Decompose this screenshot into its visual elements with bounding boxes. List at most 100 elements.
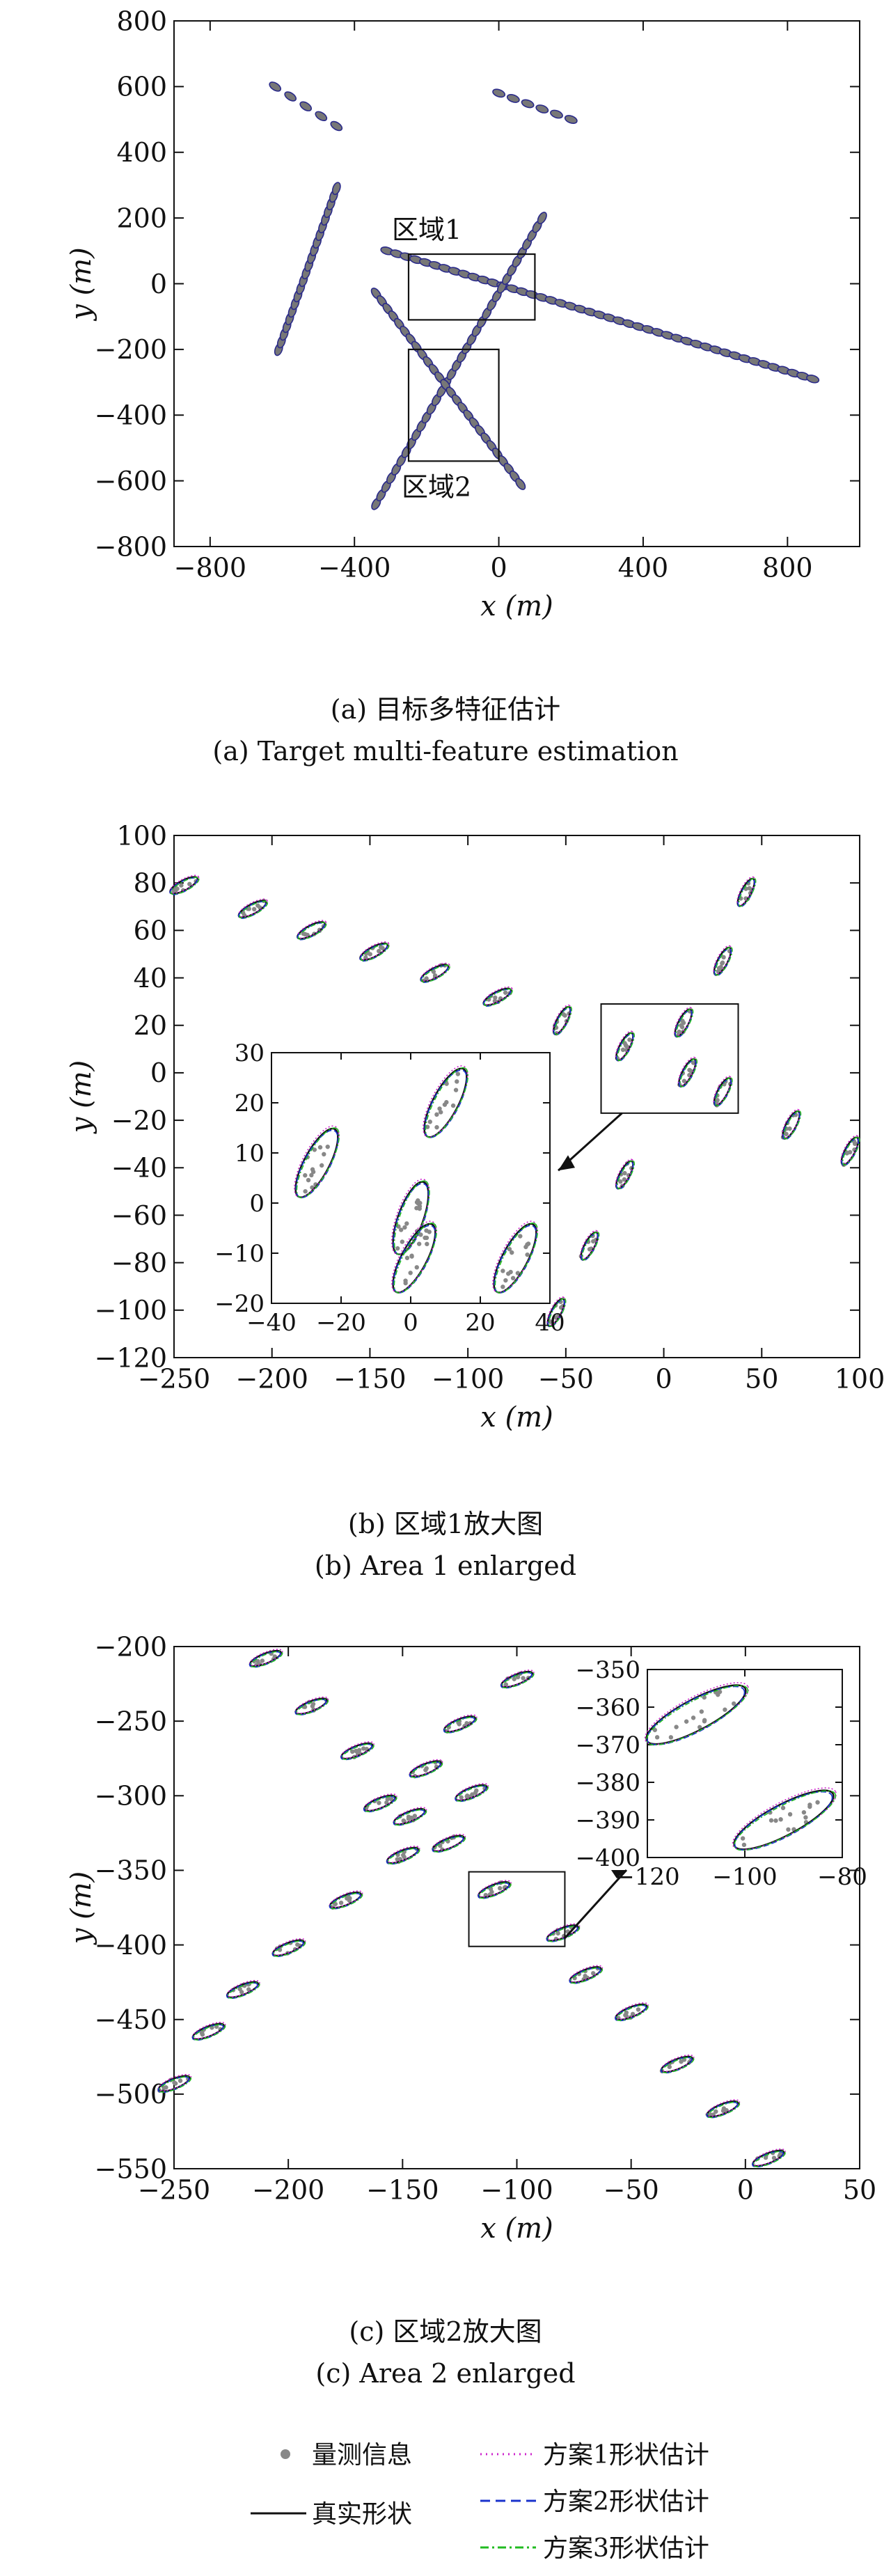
panel-c-inset-measurement-point — [654, 1735, 660, 1740]
panel-b-inset-measurement-point — [510, 1275, 516, 1281]
panel-b-target — [615, 1030, 635, 1062]
panel-c-scheme2-ellipse — [752, 2151, 784, 2168]
panel-b-inset-measurement-point — [402, 1225, 407, 1230]
panel-c-inset-measurement-point — [697, 1725, 702, 1730]
panel-b-measurement-point — [620, 1047, 626, 1053]
panel-b-scheme3-ellipse — [170, 877, 200, 895]
panel-c-scheme2-ellipse — [294, 1699, 327, 1715]
panel-c-measurement-point — [459, 1795, 464, 1800]
panel-c-inset-measurement-point — [807, 1803, 812, 1807]
panel-c-measurement-point — [636, 2007, 641, 2012]
panel-c-x-tick-label: −150 — [366, 2175, 439, 2206]
panel-b-scheme3-ellipse — [679, 1058, 698, 1087]
panel-b-x-tick-label: 50 — [745, 1364, 778, 1395]
panel-c-inset-measurement-point — [731, 1701, 736, 1706]
panel-b-y-tick-label: 60 — [134, 916, 167, 946]
panel-b-inset-measurement-point — [453, 1087, 459, 1092]
panel-b-scheme3-ellipse — [617, 1032, 635, 1062]
panel-c-inset-y-tick-label: −390 — [576, 1807, 640, 1835]
panel-b-target — [615, 1159, 635, 1191]
panel-c-measurement-point — [172, 2080, 177, 2085]
legend-label-scheme1: 方案1形状估计 — [543, 2441, 709, 2469]
panel-c-measurement-point — [713, 2109, 718, 2114]
panel-b-measurement-point — [255, 903, 260, 908]
panel-c-target — [659, 2055, 695, 2074]
panel-a-y-tick-label: 400 — [116, 137, 167, 168]
panel-c-scheme3-ellipse — [444, 1716, 478, 1734]
panel-b-inset-measurement-point — [417, 1206, 423, 1211]
panel-b-inset-measurement-point — [325, 1144, 330, 1149]
panel-b-scheme3-ellipse — [738, 877, 757, 907]
panel-c-inset-measurement-point — [674, 1725, 679, 1729]
panel-c-scheme3-ellipse — [295, 1698, 329, 1715]
panel-c-y-tick-label: −200 — [95, 1631, 167, 1662]
panel-c-inset-measurement-point — [803, 1815, 808, 1820]
panel-b-target — [297, 920, 327, 941]
panel-b-measurement-point — [251, 906, 257, 912]
panel-c-scheme2-ellipse — [363, 1796, 395, 1813]
panel-c-measurement-point — [503, 1682, 508, 1687]
panel-b-measurement-point — [787, 1126, 792, 1131]
panel-b-measurement-point — [175, 886, 180, 891]
panel-b-target — [482, 986, 513, 1007]
panel-c-inset-measurement-point — [652, 1727, 657, 1732]
panel-b-y-tick-label: −120 — [95, 1342, 167, 1373]
panel-c-y-tick-label: −500 — [95, 2079, 167, 2110]
panel-b-x-tick-label: −100 — [432, 1364, 504, 1395]
panel-c-inset-scheme3-ellipse — [734, 1790, 837, 1851]
panel-a-x-tick-label: 0 — [490, 553, 507, 583]
panel-c-scheme2-ellipse — [478, 1882, 510, 1899]
panel-c-inset-measurement-point — [702, 1695, 707, 1700]
panel-b-inset-measurement-point — [418, 1232, 423, 1237]
panel-c-measurement-point — [720, 2108, 726, 2113]
panel-b-inset-scheme1-ellipse — [294, 1125, 340, 1198]
panel-b-inset-measurement-point — [414, 1265, 419, 1270]
panel-c-measurement-point — [473, 1790, 478, 1796]
panel-b-inset-measurement-point — [507, 1247, 512, 1252]
panel-b-target — [420, 962, 450, 983]
panel-c-measurement-point — [412, 1814, 418, 1819]
panel-b-inset-measurement-point — [437, 1106, 442, 1111]
panel-c-scheme3-ellipse — [193, 2023, 226, 2041]
panel-b-measurement-point — [622, 1170, 627, 1176]
panel-b-y-tick-label: 100 — [116, 820, 167, 851]
panel-c-inset-measurement-point — [691, 1715, 696, 1720]
panel-a-region-label-2: 区域2 — [402, 471, 471, 502]
panel-c-measurement-point — [377, 1800, 381, 1805]
panel-c-measurement-point — [338, 1900, 344, 1906]
panel-b-measurement-point — [721, 955, 726, 960]
panel-c-measurement-point — [409, 1815, 414, 1821]
panel-c-inset-measurement-point — [768, 1818, 774, 1823]
panel-c-y-tick-label: −400 — [95, 1930, 167, 1961]
panel-b-measurement-point — [747, 886, 752, 890]
panel-b-inset-y-tick-label: 20 — [235, 1090, 265, 1117]
panel-b-scheme3-ellipse — [842, 1136, 860, 1166]
panel-c-target — [226, 1979, 260, 2000]
panel-c-x-tick-label: 0 — [737, 2175, 754, 2206]
panel-b-x-tick-label: 0 — [655, 1364, 672, 1395]
panel-c-inset-measurement-point — [787, 1812, 793, 1817]
panel-c-scheme3-ellipse — [432, 1835, 466, 1853]
panel-b-inset-measurement-point — [416, 1241, 422, 1246]
panel-c-measurement-point — [178, 2078, 183, 2083]
panel-c-x-tick-label: −100 — [480, 2175, 553, 2206]
panel-b-x-axis-label: x (m) — [480, 1401, 553, 1434]
panel-b-measurement-point — [302, 932, 308, 937]
panel-b-inset-y-tick-label: 30 — [235, 1039, 265, 1067]
panel-b-y-tick-label: −20 — [111, 1105, 167, 1136]
panel-b-x-tick-label: −150 — [333, 1364, 406, 1395]
panel-c-y-axis-label: y (m) — [65, 1871, 97, 1945]
panel-c-scheme3-ellipse — [478, 1882, 512, 1899]
panel-b-inset-y-tick-label: −10 — [214, 1240, 265, 1268]
panel-c-measurement-point — [260, 1658, 265, 1663]
panel-c-measurement-point — [389, 1797, 394, 1802]
panel-b-target — [237, 898, 269, 919]
panel-c-scheme2-ellipse — [660, 2057, 693, 2074]
panel-b-measurement-point — [784, 1131, 789, 1137]
panel-b-measurement-point — [622, 1177, 627, 1182]
panel-c-scheme2-ellipse — [500, 1672, 533, 1689]
caption-c-cn: (c) 区域2放大图 — [349, 2316, 542, 2347]
panel-b-inset-measurement-point — [450, 1103, 456, 1108]
panel-c-zoom-arrowhead — [611, 1870, 626, 1878]
panel-b-inset-measurement-point — [515, 1271, 521, 1275]
